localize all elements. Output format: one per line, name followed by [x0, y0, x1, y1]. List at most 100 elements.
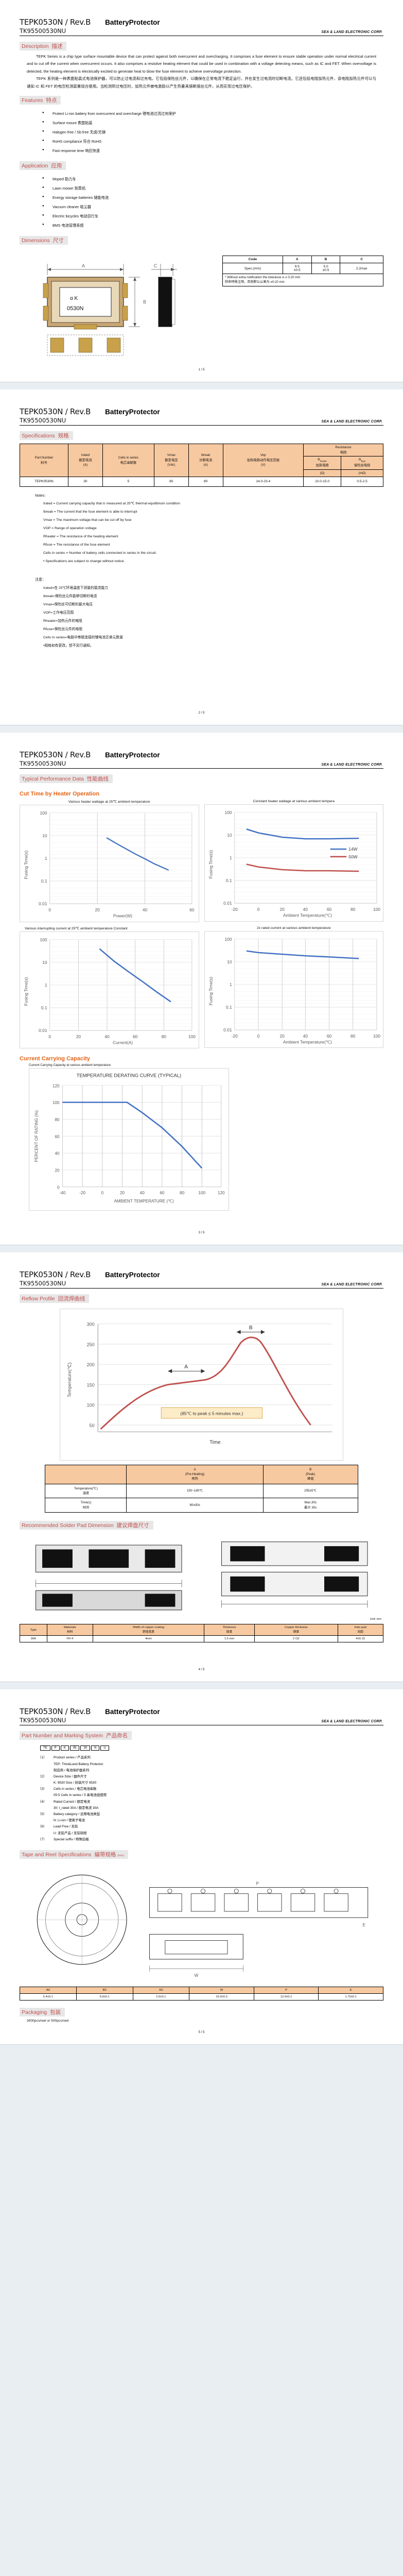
tape-cell-c: 2.5±0.1	[132, 1993, 190, 2001]
svg-text:10: 10	[42, 960, 47, 965]
pn-value: Device Size / 器件尺寸 K: 9530 Size / 封装尺寸 9…	[54, 1774, 97, 1785]
list-item: Fast response time 响应快速	[42, 146, 383, 156]
list-item: BMS 电池管理系统	[42, 221, 383, 230]
pn-value: Lead Free / 无铅 U: 无铅产品 / 无铅制程	[54, 1825, 87, 1835]
table-row: Part Number 料号 Irated 额定电流 (A) Cells in …	[19, 444, 384, 478]
document-header: TEPK0530N / Rev.B BatteryProtector TK955…	[20, 1689, 383, 1726]
cell-b-value: 5.0	[323, 265, 328, 269]
tape-col-d: W	[189, 1987, 254, 1994]
pad-col-type: Type	[20, 1624, 47, 1636]
list-item: Irated = Current carrying capacity that …	[43, 501, 180, 505]
spec-head-cn: 规格	[58, 433, 69, 439]
svg-text:W: W	[195, 1973, 199, 1978]
dimension-table-wrap: Code A B C Spec.(mm) 9.5 ±0.5 5.0 ±0.5 2	[218, 255, 383, 360]
svg-text:50: 50	[89, 1423, 94, 1428]
col-vop-en: Vop	[260, 453, 266, 457]
svg-text:20: 20	[279, 907, 285, 912]
pn-head-en: Part Number and Marking System	[22, 1733, 103, 1739]
company-name: SEA & LAND ELECTRONIC CORP.	[321, 420, 382, 424]
svg-text:20: 20	[95, 907, 100, 912]
application-list: Moped 助力车 Lawn mower 割草机 Energy storage …	[42, 175, 383, 230]
table-row: A0 B0 K0 W P E	[20, 1987, 383, 1994]
reflow-head-cn: 回流焊曲线	[58, 1296, 85, 1302]
svg-text:40: 40	[104, 1034, 110, 1039]
tape-head-en: Tape and Reel Specifications	[22, 1851, 92, 1858]
svg-text:120: 120	[218, 1191, 225, 1195]
reflow-cell-temp-a: 150~180℃	[126, 1483, 264, 1499]
svg-text:α K: α K	[70, 296, 78, 301]
svg-text:0.01: 0.01	[39, 902, 47, 907]
col-rheater-sym: R	[318, 458, 320, 462]
list-item: • Specifications are subject to change w…	[43, 559, 125, 563]
svg-text:60: 60	[160, 1191, 165, 1195]
svg-text:A: A	[82, 263, 85, 268]
application-head-en: Application	[22, 163, 48, 170]
col-vop: Vop 加热电阻动作电压范围 (V)	[222, 444, 304, 478]
svg-text:100: 100	[373, 1033, 380, 1039]
svg-text:0: 0	[101, 1191, 104, 1195]
cell-vop: 14.0-23.4	[222, 477, 304, 487]
svg-text:100: 100	[224, 810, 232, 815]
cell-vmax: 80	[153, 477, 189, 487]
tpd-head-en: Typical Performance Data	[22, 776, 84, 783]
svg-text:40: 40	[143, 907, 148, 912]
dimension-note-en: * Without extra notification the toleran…	[225, 276, 301, 280]
cell-rheater: 10.0-15.0	[303, 477, 342, 487]
chart-4-title: 2x rated current at various ambient temp…	[256, 926, 331, 930]
col-part-number: Part Number 料号	[19, 444, 69, 478]
tape-cell-b: 9.9±0.1	[76, 1993, 133, 2001]
features-head-cn: 特点	[46, 97, 57, 104]
solder-pad-drawing-2	[221, 1541, 368, 1608]
col-vmax: Vmax 额定电压 (Vdc)	[153, 444, 189, 478]
svg-text:60: 60	[55, 1134, 60, 1139]
tape-cell-d: 16.0±0.3	[189, 1993, 254, 2001]
chart-4-ylabel: Fusing Time(s)	[208, 977, 213, 1006]
section-tape-reel: Tape and Reel Specifications 编带规格 (mm)	[20, 1850, 128, 1859]
svg-text:P: P	[256, 1881, 259, 1886]
tape-reel-drawing-block: W P E	[20, 1861, 383, 1984]
pn-value: Battery category / 适用电池类型 N: Li-ion / 锂离…	[54, 1812, 100, 1823]
header-divider	[20, 768, 383, 769]
reflow-row-time-label: Time(s) 时间	[45, 1498, 127, 1513]
chart-2-xlabel: Ambient Temperature(℃)	[283, 913, 332, 918]
svg-text:20: 20	[55, 1168, 60, 1173]
col-rheater-sub: heater	[320, 460, 327, 463]
product-name: BatteryProtector	[105, 751, 160, 759]
col-cells: Cells in series 电芯串联数	[102, 444, 154, 478]
chart-5-ylabel: PERCENT OF RATING (%)	[34, 1110, 39, 1162]
pad-col-thickness: Thickness 厚度	[203, 1624, 255, 1636]
svg-text:A: A	[184, 1364, 188, 1370]
pn-key: （1）	[38, 1756, 47, 1760]
pad-head-cn: 建议焊盘尺寸	[116, 1522, 149, 1529]
svg-text:250: 250	[86, 1342, 94, 1347]
list-item: RoHS compliance 符合 RoHS	[42, 137, 383, 146]
svg-text:100: 100	[373, 907, 380, 912]
svg-text:0.1: 0.1	[225, 878, 232, 884]
chart-cell-3: Various interrupting current at 25℃ ambi…	[20, 926, 199, 1049]
tape-col-e: P	[253, 1987, 319, 1994]
list-item: Cells in series=电路中串联连接的锂电池芯单元数量	[43, 635, 124, 639]
col-ibreak-cn: 分断电流	[199, 458, 213, 462]
company-name: SEA & LAND ELECTRONIC CORP.	[321, 30, 382, 34]
chart-2-legend: 14W 50W	[330, 847, 357, 859]
tape-reel-svg: W P E	[37, 1874, 369, 1978]
col-vmax-en: Vmax	[167, 453, 176, 457]
svg-text:E: E	[363, 1923, 366, 1927]
description-head-cn: 描述	[51, 43, 63, 49]
svg-text:1: 1	[229, 982, 232, 987]
svg-text:20: 20	[120, 1191, 125, 1195]
svg-text:1: 1	[45, 856, 47, 861]
table-row: TEPK0530N 30 5 80 80 14.0-23.4 10.0-15.0…	[19, 477, 383, 487]
cut-time-heading: Cut Time by Heater Operation	[20, 791, 100, 798]
chart-2-svg: 100 10 1 0.1 0.01 -20 0 20 40 60 80 100 Ambient…	[208, 810, 380, 918]
col-resistance-group: Resistance 电阻	[303, 444, 384, 457]
svg-text:40: 40	[140, 1191, 145, 1195]
pad-cell-type: 30A	[20, 1635, 47, 1643]
chart-5-svg: TEMPERATURE DERATING CURVE (TYPICAL) 120…	[34, 1073, 225, 1204]
svg-text:60: 60	[189, 907, 195, 912]
list-item: VOP=工作电压范围	[43, 611, 74, 615]
section-packaging: Packaging 包装	[20, 2008, 65, 2017]
table-row: Temperature(℃) 温度 150~180℃ 255±5℃	[45, 1483, 358, 1499]
chart-2-ylabel: Fusing Time(s)	[208, 850, 213, 879]
svg-text:10: 10	[227, 833, 232, 838]
